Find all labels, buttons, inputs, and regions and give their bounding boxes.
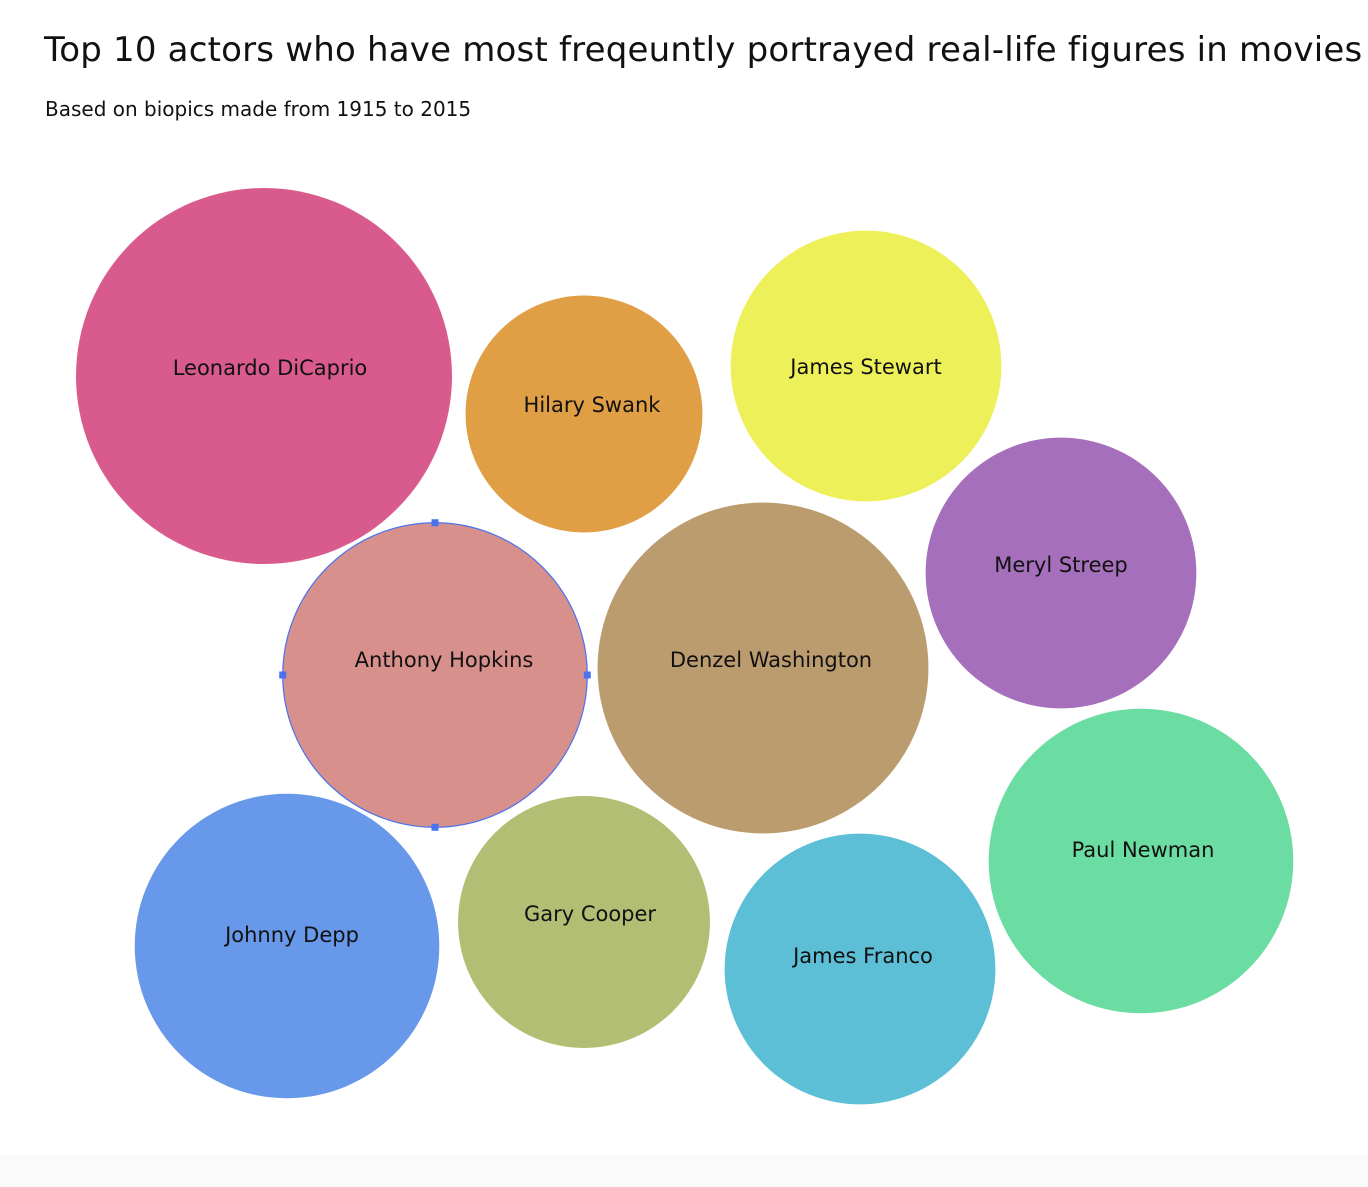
bubble-gary-cooper[interactable]: Gary Cooper [458, 796, 710, 1048]
bubble-james-stewart[interactable]: James Stewart [730, 230, 1002, 502]
bubble-label: Meryl Streep [994, 553, 1128, 577]
bubble-circle[interactable] [134, 793, 440, 1099]
bubble-label: Paul Newman [1072, 838, 1215, 862]
bubble-johnny-depp[interactable]: Johnny Depp [134, 793, 440, 1099]
bubble-paul-newman[interactable]: Paul Newman [988, 708, 1294, 1014]
bubble-label: Denzel Washington [670, 648, 872, 672]
bubble-label: James Franco [791, 944, 933, 968]
selection-handle[interactable] [279, 671, 287, 679]
bottom-strip [0, 1155, 1368, 1187]
selection-handle[interactable] [583, 671, 591, 679]
bubble-label: Johnny Depp [223, 923, 359, 947]
selection-handle[interactable] [431, 519, 439, 527]
bubble-circle[interactable] [597, 502, 929, 834]
bubble-circle[interactable] [925, 437, 1197, 709]
bubble-hilary-swank[interactable]: Hilary Swank [465, 295, 703, 533]
bubble-circle[interactable] [724, 833, 996, 1105]
bubble-label: Hilary Swank [524, 393, 662, 417]
bubble-meryl-streep[interactable]: Meryl Streep [925, 437, 1197, 709]
bubble-denzel-washington[interactable]: Denzel Washington [597, 502, 929, 834]
bubble-circle[interactable] [465, 295, 703, 533]
chart-title: Top 10 actors who have most freqeuntly p… [44, 30, 1363, 70]
bubble-label: James Stewart [788, 355, 941, 379]
bubble-label: Gary Cooper [524, 902, 656, 926]
selection-handle[interactable] [431, 823, 439, 831]
bubble-james-franco[interactable]: James Franco [724, 833, 996, 1105]
bubble-circle[interactable] [988, 708, 1294, 1014]
bubble-label: Anthony Hopkins [355, 648, 534, 672]
chart-subtitle: Based on biopics made from 1915 to 2015 [45, 97, 472, 121]
bubble-circle[interactable] [458, 796, 710, 1048]
bubble-circle[interactable] [282, 522, 588, 828]
bubble-anthony-hopkins[interactable]: Anthony Hopkins [279, 519, 591, 831]
bubble-leonardo-dicaprio[interactable]: Leonardo DiCaprio [76, 188, 452, 564]
bubble-circle[interactable] [76, 188, 452, 564]
bubble-circle[interactable] [730, 230, 1002, 502]
bubble-label: Leonardo DiCaprio [173, 356, 368, 380]
